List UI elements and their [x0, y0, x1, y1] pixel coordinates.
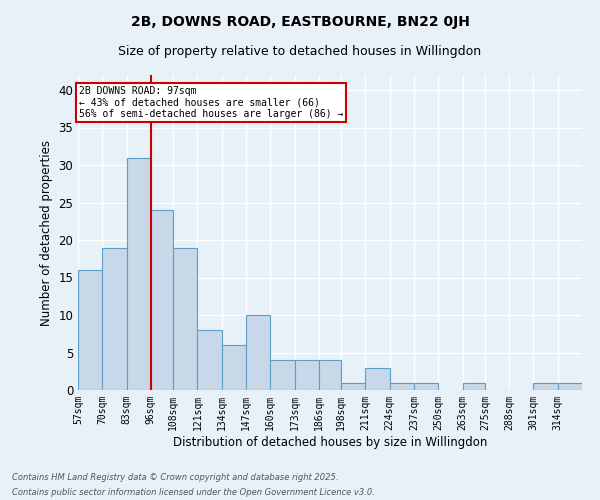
Text: Contains HM Land Registry data © Crown copyright and database right 2025.: Contains HM Land Registry data © Crown c… — [12, 473, 338, 482]
Bar — [295, 360, 319, 390]
X-axis label: Distribution of detached houses by size in Willingdon: Distribution of detached houses by size … — [173, 436, 487, 448]
Bar — [151, 210, 173, 390]
Bar — [222, 345, 246, 390]
Text: 2B, DOWNS ROAD, EASTBOURNE, BN22 0JH: 2B, DOWNS ROAD, EASTBOURNE, BN22 0JH — [131, 15, 469, 29]
Text: Size of property relative to detached houses in Willingdon: Size of property relative to detached ho… — [118, 45, 482, 58]
Bar — [173, 248, 197, 390]
Bar — [197, 330, 222, 390]
Text: 2B DOWNS ROAD: 97sqm
← 43% of detached houses are smaller (66)
56% of semi-detac: 2B DOWNS ROAD: 97sqm ← 43% of detached h… — [79, 86, 343, 120]
Bar — [246, 315, 270, 390]
Y-axis label: Number of detached properties: Number of detached properties — [40, 140, 53, 326]
Bar — [390, 382, 414, 390]
Bar — [270, 360, 295, 390]
Bar — [414, 382, 438, 390]
Text: Contains public sector information licensed under the Open Government Licence v3: Contains public sector information licen… — [12, 488, 375, 497]
Bar — [341, 382, 365, 390]
Bar — [365, 368, 390, 390]
Bar — [102, 248, 127, 390]
Bar — [533, 382, 558, 390]
Bar — [558, 382, 582, 390]
Bar — [127, 158, 151, 390]
Bar — [78, 270, 102, 390]
Bar — [319, 360, 341, 390]
Bar — [463, 382, 485, 390]
